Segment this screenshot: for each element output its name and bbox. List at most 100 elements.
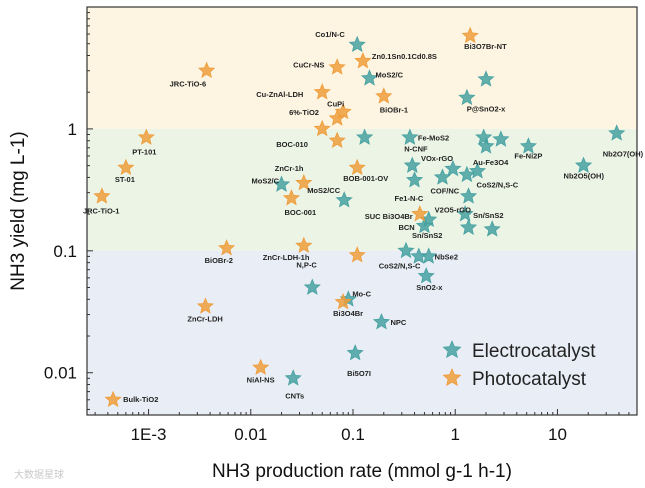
point-label: Sn/SnS2 [473, 211, 503, 220]
point-label: ZnCr-1h [275, 164, 304, 173]
point-label: SUC Bi3O4Br [365, 212, 413, 221]
photo-point [117, 158, 135, 176]
point-label: BOC-001 [284, 208, 316, 217]
point-label: Cu-ZnAl-LDH [256, 90, 303, 99]
point-label: Fe-MoS2 [418, 134, 449, 143]
electro-point [477, 70, 495, 87]
electro-point [456, 205, 474, 222]
point-label: NPC [390, 318, 406, 327]
y-tick-label: 0.01 [44, 364, 77, 383]
x-tick-labels: 1E-3 0.01 0.1 1 10 [131, 425, 567, 444]
photo-point [461, 26, 479, 44]
y-axis-label: NH3 yield (mg L-1) [8, 131, 29, 290]
point-label: NbSe2 [435, 252, 458, 261]
band-0 [87, 7, 637, 129]
point-label: Fe-Ni2P [514, 151, 542, 160]
y-tick-labels: 0.01 0.1 1 [44, 120, 77, 383]
photo-point [348, 158, 366, 176]
point-label: JRC-TiO-6 [170, 80, 207, 89]
electro-point [348, 35, 366, 53]
electro-point [346, 344, 364, 361]
point-label: NiAl-NS [247, 376, 275, 385]
photo-point [354, 52, 372, 69]
electro-point [458, 165, 476, 183]
photo-point [295, 173, 313, 191]
point-label: COF/NC [430, 186, 459, 195]
plot-frame [86, 6, 638, 416]
photo-point [328, 131, 346, 149]
electro-point [403, 156, 421, 173]
point-label: Bi3O7Br-NT [464, 42, 507, 51]
electro-point [458, 88, 476, 106]
point-label: CuPi [327, 99, 344, 108]
point-label: SnO2-x [416, 283, 443, 292]
legend: Electrocatalyst Photocatalyst [442, 339, 596, 390]
point-label: CuCr-NS [293, 60, 324, 69]
point-label: BiOBr-2 [205, 256, 233, 265]
electro-point [492, 130, 510, 147]
point-label: MoS2/C [252, 176, 280, 185]
photo-point [282, 189, 301, 206]
electro-point [401, 128, 419, 145]
point-label: Fe1-N-C [395, 194, 424, 203]
point-label: CoS2/N,S-C [379, 261, 421, 270]
background-bands [87, 7, 637, 415]
electro-point [608, 124, 626, 141]
x-tick-label: 10 [548, 425, 567, 444]
photo-point [252, 358, 270, 375]
photo-point [137, 128, 155, 145]
watermark-text: 大数据星球 [14, 468, 64, 481]
point-label: Bi5O7I [347, 369, 371, 378]
point-label: Bi3O4Br [333, 309, 363, 318]
point-label: MoS2/C [375, 70, 403, 79]
electro-point [356, 128, 374, 145]
point-label: Sn/SnS2 [412, 231, 442, 240]
point-label: BOC-010 [276, 140, 308, 149]
electro-point [272, 175, 291, 192]
point-label: N-CNF [404, 145, 428, 154]
electro-point [433, 168, 452, 185]
electro-point [417, 267, 435, 284]
x-tick-label: 1 [450, 425, 459, 444]
electro-point [284, 369, 302, 386]
point-labels: Co1/N-C MoS2/C Fe-MoS2 P@SnO2-x Fe-Ni2P Nb2O7… [83, 30, 644, 404]
point-label: Nb2O7(OH) [603, 149, 644, 158]
point-label: ZnCr-LDH [187, 314, 222, 323]
photo-point [313, 119, 331, 137]
electro-point [410, 247, 428, 264]
point-label: CoS2/N,S-C [477, 180, 519, 189]
point-label: PT-101 [132, 148, 156, 157]
y-tick-label: 0.1 [53, 242, 77, 261]
x-tick-label: 1E-3 [131, 425, 167, 444]
photo-point [295, 236, 313, 254]
point-label: Nb2O5(OH) [564, 172, 605, 181]
photo-point [313, 83, 331, 100]
point-label: JRC-TiO-1 [83, 206, 120, 215]
point-label: ZnCr-LDH-1h [263, 253, 310, 262]
photo-point [196, 297, 214, 314]
point-label: CNTs [285, 391, 304, 400]
point-label: N,P-C [296, 261, 317, 270]
band-1 [87, 128, 637, 251]
legend-marker [442, 339, 462, 359]
photo-point [411, 205, 429, 222]
electro-point [405, 171, 424, 188]
x-tick-label: 0.1 [341, 425, 365, 444]
electro-point [519, 137, 537, 154]
electro-point [477, 137, 495, 154]
electro-point [459, 187, 478, 204]
electro-point [415, 216, 434, 234]
point-label: MoS2/CC [307, 186, 341, 195]
electro-point [574, 156, 593, 173]
point-label: Co1/N-C [315, 30, 345, 39]
electro-point [303, 278, 321, 295]
band-2 [87, 250, 637, 415]
point-label: Bulk-TiO2 [123, 395, 158, 404]
photo-point [348, 246, 366, 263]
legend-marker [442, 367, 462, 387]
y-tick-label: 1 [68, 120, 77, 139]
point-label: BCN [398, 223, 414, 232]
photo-point [218, 239, 236, 256]
point-label: Mo-C [352, 289, 371, 298]
